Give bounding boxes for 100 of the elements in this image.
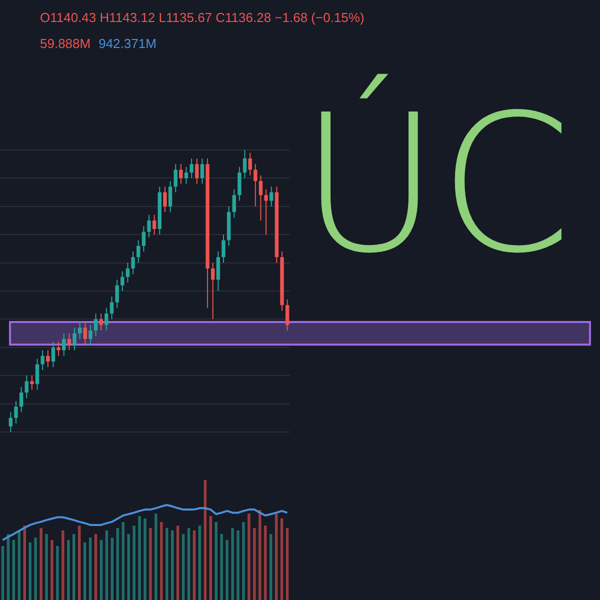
bar	[50, 540, 54, 600]
candlestick	[190, 158, 194, 179]
candlestick	[104, 307, 108, 331]
bar	[132, 526, 136, 600]
bar	[160, 522, 163, 600]
bar	[110, 538, 114, 600]
candlestick	[285, 298, 290, 331]
bar	[1, 546, 4, 600]
candlestick	[210, 262, 215, 320]
bar	[78, 526, 81, 600]
bar	[166, 528, 168, 600]
candlestick	[67, 332, 72, 351]
candlestick	[147, 214, 151, 238]
bar	[45, 534, 48, 600]
candlestick	[142, 226, 146, 252]
candlestick	[120, 270, 124, 292]
bar	[231, 528, 234, 600]
candlestick	[184, 166, 188, 184]
bar	[248, 514, 250, 600]
candlestick	[222, 234, 226, 264]
candlestick	[30, 375, 34, 390]
text: 942.371M	[98, 36, 156, 51]
bar	[62, 530, 64, 600]
bar	[269, 534, 272, 600]
bar	[274, 514, 278, 600]
candlestick	[179, 164, 183, 184]
candlestick	[94, 313, 98, 337]
candlestick	[258, 174, 263, 221]
bar	[258, 510, 262, 600]
candlestick	[168, 180, 172, 213]
bar	[286, 528, 289, 600]
bar	[192, 530, 196, 600]
candlestick	[131, 251, 135, 275]
candlestick	[72, 327, 76, 351]
bar	[144, 518, 146, 600]
text: ÚC	[300, 74, 572, 295]
bar	[28, 542, 32, 600]
candlestick	[115, 279, 119, 308]
bar	[116, 528, 120, 600]
bar	[209, 516, 212, 600]
candlestick	[163, 186, 167, 213]
bar	[138, 516, 141, 600]
candlestick	[40, 350, 44, 370]
bar	[176, 526, 180, 600]
candlestick	[24, 375, 28, 399]
text: 59.888M	[40, 36, 91, 51]
bar	[72, 534, 76, 600]
bar	[226, 540, 228, 600]
bar	[264, 526, 267, 600]
candlestick	[264, 188, 268, 236]
candlestick	[248, 152, 252, 176]
candlestick	[88, 324, 92, 346]
candlestick	[232, 188, 236, 218]
bar	[253, 528, 256, 600]
bar	[40, 528, 42, 600]
bar	[204, 480, 207, 600]
candlestick	[78, 322, 82, 340]
candlestick	[216, 251, 220, 292]
bar	[100, 540, 103, 600]
bar	[214, 522, 218, 600]
bar	[34, 538, 37, 600]
candlestick	[238, 166, 242, 202]
bar	[127, 534, 130, 600]
bar	[88, 538, 92, 600]
candlestick	[126, 262, 130, 284]
candlestick	[62, 332, 66, 356]
bar	[67, 540, 70, 600]
candlestick	[174, 164, 178, 193]
candlestick	[35, 358, 40, 390]
bar	[242, 522, 245, 600]
bar	[280, 518, 284, 600]
bar	[220, 534, 223, 600]
candlestick	[254, 164, 258, 207]
candlestick	[8, 412, 13, 432]
bar	[105, 530, 108, 600]
candlestick	[200, 158, 204, 184]
bar	[154, 514, 158, 600]
candlestick	[19, 386, 24, 413]
candlestick	[99, 313, 103, 331]
bar	[187, 528, 190, 600]
bar	[94, 534, 98, 600]
candlestick	[46, 350, 50, 368]
candlestick	[110, 296, 114, 320]
candlestick	[195, 158, 199, 184]
bar	[198, 526, 202, 600]
candlestick	[51, 341, 56, 368]
bar	[56, 546, 59, 600]
bar	[236, 530, 240, 600]
bar	[170, 530, 174, 600]
candlestick	[152, 214, 156, 236]
candlestick	[56, 341, 60, 356]
text: O1140.43 H1143.12 L1135.67 C1136.28 −1.68 (−0.15%)	[40, 10, 364, 25]
candlestick	[270, 186, 274, 207]
candlestick	[83, 322, 88, 346]
bar	[182, 534, 185, 600]
candlestick	[136, 240, 140, 264]
bar	[83, 542, 86, 600]
bar	[12, 540, 16, 600]
candlestick	[242, 150, 247, 179]
candlestick	[14, 400, 18, 424]
